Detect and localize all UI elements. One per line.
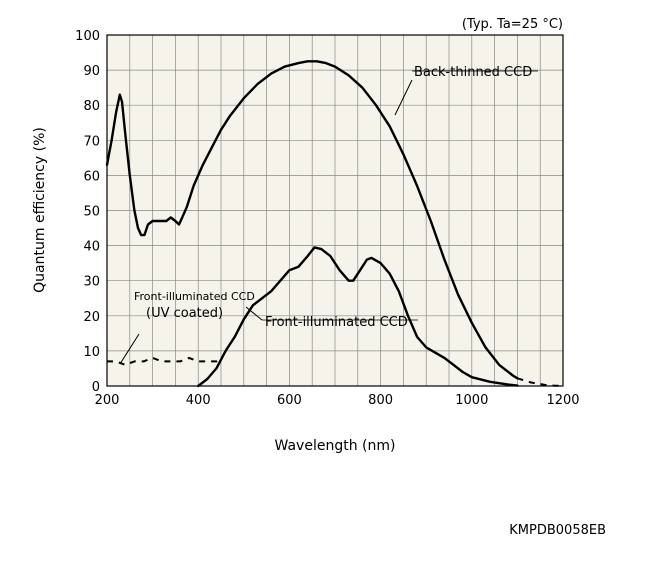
condition-note: (Typ. Ta=25 °C) bbox=[462, 17, 563, 32]
x-tick-label: 1200 bbox=[546, 393, 579, 408]
back-thinned-label: Back-thinned CCD bbox=[414, 65, 532, 80]
x-tick-label: 800 bbox=[368, 393, 393, 408]
x-tick-label: 200 bbox=[95, 393, 120, 408]
y-tick-label: 10 bbox=[83, 345, 100, 360]
y-axis-label: Quantum efficiency (%) bbox=[32, 127, 48, 293]
front-illuminated-label: Front-illuminated CCD bbox=[265, 315, 408, 330]
front-uv-label-line2: (UV coated) bbox=[146, 306, 223, 321]
y-tick-label: 90 bbox=[83, 64, 100, 79]
x-tick-label: 1000 bbox=[455, 393, 488, 408]
figure-code: KMPDB0058EB bbox=[509, 523, 606, 538]
front-uv-label-line1: Front-illuminated CCD bbox=[134, 290, 255, 303]
y-tick-label: 30 bbox=[83, 275, 100, 290]
front-uv-leader bbox=[119, 333, 140, 365]
x-tick-label: 400 bbox=[186, 393, 211, 408]
series-line-0 bbox=[105, 60, 519, 380]
series-line-2 bbox=[197, 246, 519, 388]
x-tick-label: 600 bbox=[277, 393, 302, 408]
y-tick-label: 50 bbox=[83, 205, 100, 220]
tick-labels: 200 400 600 800 1000 1200 0 10 20 30 40 50 60 70 80 90 1… bbox=[75, 29, 579, 408]
front-illuminated-leader bbox=[245, 306, 263, 321]
y-tick-label: 80 bbox=[83, 99, 100, 114]
grid-lines bbox=[107, 35, 563, 386]
y-tick-label: 60 bbox=[83, 169, 100, 184]
series-line-3 bbox=[107, 356, 222, 366]
y-tick-label: 20 bbox=[83, 310, 100, 325]
y-tick-label: 70 bbox=[83, 134, 100, 149]
back-thinned-leader bbox=[394, 79, 413, 116]
y-tick-label: 100 bbox=[75, 29, 100, 44]
y-tick-label: 0 bbox=[92, 380, 100, 395]
x-axis-label: Wavelength (nm) bbox=[275, 438, 396, 454]
y-tick-label: 40 bbox=[83, 240, 100, 255]
plot-frame bbox=[106, 34, 564, 387]
